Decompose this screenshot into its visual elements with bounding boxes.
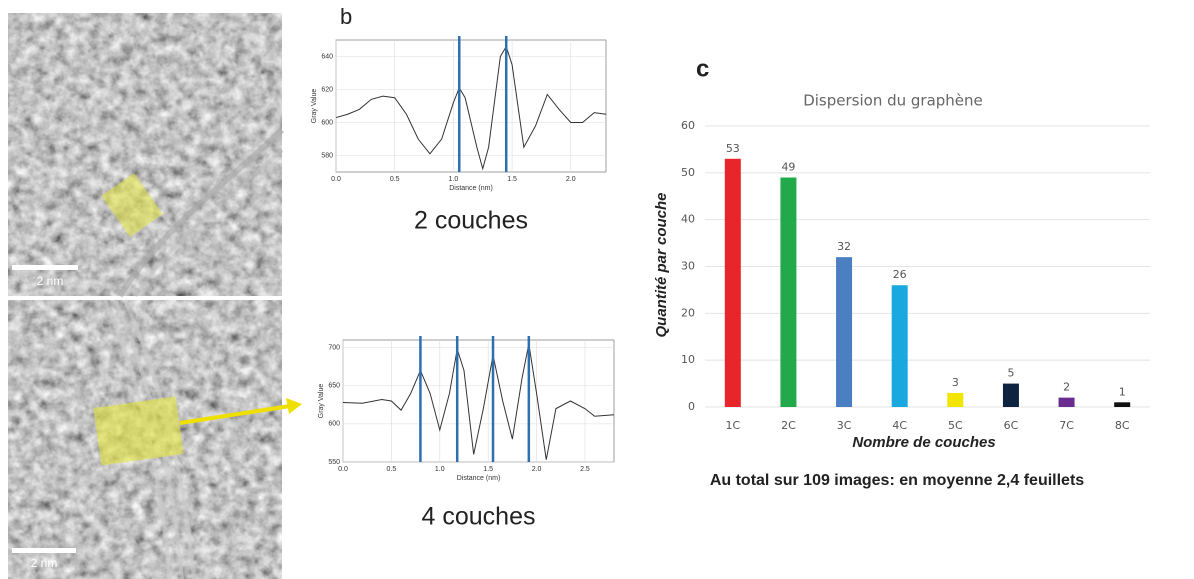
y-tick-label: 50 [681,166,695,179]
x-tick-label: 0.0 [331,176,341,183]
arrow [179,404,291,425]
y-axis-label: Gray Value [318,384,325,419]
x-tick-label: 6C [1004,419,1019,432]
caption: 2 couches [414,207,528,235]
x-tick-label: 8C [1115,419,1130,432]
value-label: 2 [1063,381,1070,394]
value-label: 3 [952,376,959,389]
plot-frame [335,39,607,173]
bar [1114,402,1131,407]
panel-label: c [696,55,709,82]
plot-frame [342,339,615,463]
x-tick-label: 1.5 [483,466,493,473]
chart-title: Dispersion du graphène [803,92,983,110]
y-tick-label: 40 [681,213,695,226]
caption: 4 couches [422,503,536,531]
y-axis-label: Gray Value [311,89,318,124]
value-label: 32 [837,240,851,253]
profile-line [335,45,607,171]
x-axis-label: Nombre de couches [852,434,995,451]
panel-label: b [340,4,352,29]
x-tick-label: 1.0 [449,176,459,183]
x-tick-label: 4C [892,419,907,432]
bar [780,177,797,407]
y-tick-label: 620 [321,86,333,93]
tem-image-top: 2 nm [8,13,285,298]
x-axis-label: Distance (nm) [449,185,493,192]
x-tick-label: 0.5 [387,466,397,473]
y-tick-label: 600 [328,421,340,428]
bar [1002,383,1019,407]
x-tick-label: 3C [837,419,852,432]
y-tick-label: 640 [321,53,333,60]
x-tick-label: 1.0 [435,466,445,473]
profile-line [342,343,615,460]
x-tick-label: 7C [1059,419,1074,432]
x-tick-label: 1C [725,419,740,432]
bar [1058,397,1075,407]
y-tick-label: 650 [328,383,340,390]
bar [947,392,964,407]
y-axis-label: Quantité par couche [653,192,670,337]
bar [891,285,908,407]
value-label: 26 [893,268,907,281]
footnote: Au total sur 109 images: en moyenne 2,4 … [710,472,1084,489]
y-tick-label: 0 [688,400,695,413]
bar [836,257,853,407]
y-tick-label: 60 [681,119,695,132]
x-axis-label: Distance (nm) [457,475,501,482]
x-tick-label: 0.0 [338,466,348,473]
y-tick-label: 30 [681,260,695,273]
x-tick-label: 5C [948,419,963,432]
scale-label: 2 nm [37,274,64,288]
value-label: 1 [1119,385,1126,398]
y-tick-label: 700 [328,344,340,351]
bar [724,158,741,407]
y-tick-label: 600 [321,119,333,126]
x-tick-label: 1.5 [507,176,517,183]
x-tick-label: 2.0 [566,176,576,183]
tem-image-bottom: 2 nm [8,299,282,579]
x-tick-label: 0.5 [390,176,400,183]
x-tick-label: 2.0 [532,466,542,473]
y-tick-label: 580 [321,152,333,159]
y-tick-label: 10 [681,353,695,366]
y-tick-label: 550 [328,459,340,466]
scale-label: 2 nm [31,556,58,570]
y-tick-label: 20 [681,306,695,319]
x-tick-label: 2.5 [580,466,590,473]
value-label: 53 [726,142,740,155]
arrow-head [286,398,302,414]
value-label: 49 [781,161,795,174]
value-label: 5 [1007,367,1014,380]
x-tick-label: 2C [781,419,796,432]
